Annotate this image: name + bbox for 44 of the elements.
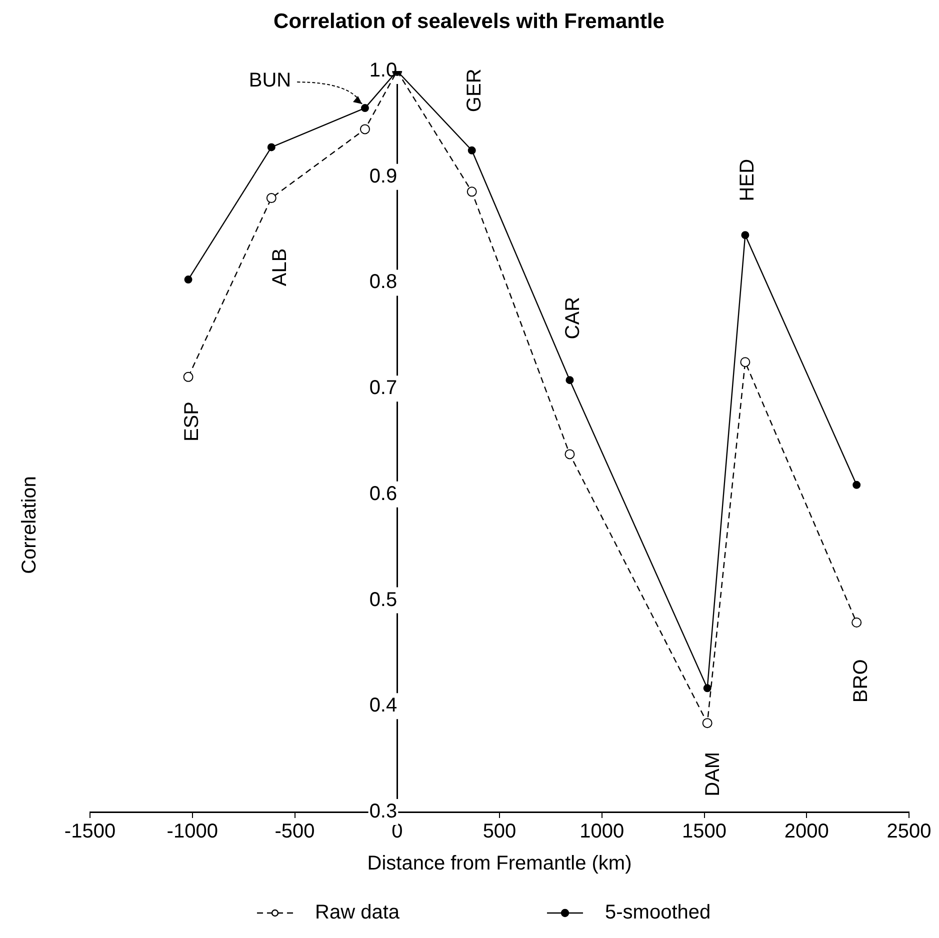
point — [360, 104, 369, 112]
x-axis-title: Distance from Fremantle (km) — [367, 852, 632, 875]
point — [266, 193, 276, 204]
annotation: BUN — [248, 70, 292, 92]
point — [267, 143, 276, 152]
annotation: ALB — [268, 248, 291, 286]
y-tick-label: 0.8 — [369, 271, 398, 294]
annotation: CAR — [562, 296, 584, 340]
annotation: BRO — [850, 659, 872, 703]
point — [468, 146, 476, 154]
point — [566, 376, 574, 384]
chart-title: Correlation of sealevels with Fremantle — [274, 10, 664, 33]
point — [183, 372, 194, 382]
point — [702, 718, 712, 728]
point — [703, 684, 712, 692]
y-tick-label: 0.3 — [369, 800, 398, 823]
x-tick-label: -1500 — [64, 820, 116, 843]
annotation: HED — [736, 158, 759, 202]
point — [740, 357, 750, 368]
y-tick-label: 0.5 — [369, 588, 398, 611]
point — [852, 480, 861, 489]
y-tick-label: 0.6 — [369, 482, 398, 505]
y-tick-label: 0.9 — [369, 165, 398, 188]
point — [564, 449, 575, 460]
point — [466, 186, 477, 197]
x-tick-label: 500 — [482, 820, 516, 843]
x-tick-label: 1000 — [580, 820, 624, 843]
y-axis-title: Correlation — [18, 476, 41, 574]
annotation: DAM — [702, 752, 724, 796]
x-tick-label: 2500 — [886, 820, 932, 843]
point — [852, 618, 862, 628]
legend-label: Raw data — [315, 902, 400, 924]
point — [360, 124, 370, 134]
annotation: GER — [463, 68, 486, 112]
x-tick-label: -500 — [274, 820, 315, 843]
x-tick-label: 2000 — [784, 820, 829, 843]
point — [741, 231, 750, 240]
annotation: ESP — [180, 402, 203, 442]
x-tick-label: -1000 — [166, 820, 218, 843]
y-tick-label: 0.7 — [369, 377, 398, 400]
point — [184, 276, 192, 284]
legend-label: 5-smoothed — [605, 902, 711, 924]
x-tick-label: 1500 — [682, 820, 726, 843]
y-tick-label: 0.4 — [369, 694, 398, 717]
